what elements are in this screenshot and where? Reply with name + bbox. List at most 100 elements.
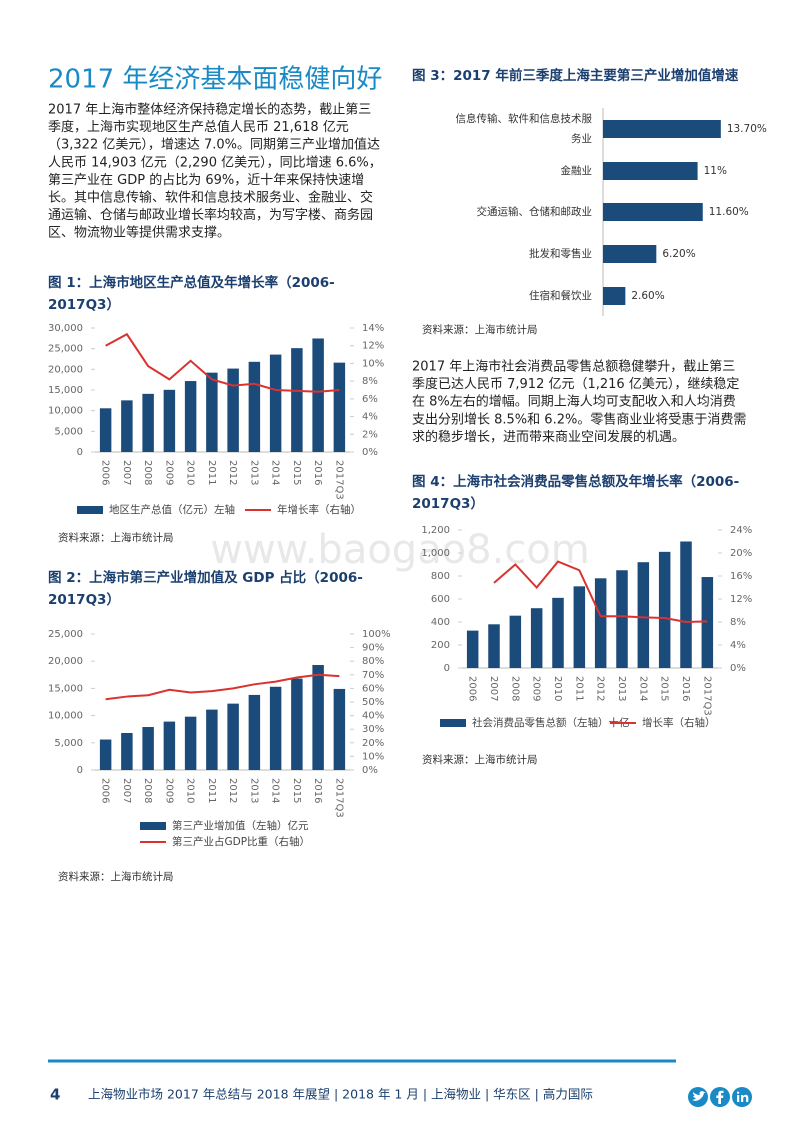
y2-tick-label: 20% — [730, 548, 752, 559]
figure-title: 图 2：上海市第三产业增加值及 GDP 占比（2006- — [48, 569, 363, 586]
y2-tick-label: 12% — [362, 341, 384, 352]
bar — [99, 408, 112, 452]
x-tick-label: 2011 — [206, 778, 217, 803]
x-tick-label: 2006 — [100, 778, 111, 803]
y-tick-label: 20,000 — [48, 656, 83, 667]
bar — [312, 665, 324, 770]
paragraph-line: 支出分别增长 8.5%和 6.2%。零售商业业将受惠于消费需 — [412, 411, 746, 427]
bar — [248, 361, 261, 452]
y-tick-label: 0 — [77, 447, 83, 458]
paragraph-line: 通运输、仓储与邮政业增长率均较高，为写字楼、商务园 — [48, 207, 373, 223]
footer-text: 上海物业市场 2017 年总结与 2018 年展望 | 2018 年 1 月 |… — [88, 1087, 593, 1102]
legend-swatch — [77, 506, 103, 514]
line — [105, 332, 340, 393]
y2-tick-label: 0% — [362, 447, 378, 458]
x-tick-label: 2009 — [163, 778, 174, 803]
y-tick-label: 10,000 — [48, 406, 83, 417]
y2-tick-label: 14% — [362, 323, 384, 334]
x-tick-label: 2010 — [185, 460, 196, 485]
figure-title: 2017Q3） — [412, 496, 484, 512]
y-tick-label: 0 — [77, 765, 83, 776]
y-tick-label: 5,000 — [54, 738, 83, 749]
bar — [99, 739, 112, 770]
category-label: 信息传输、软件和信息技术服 — [456, 112, 593, 125]
bar — [206, 709, 218, 770]
x-tick-label: 2007 — [121, 778, 132, 803]
x-tick-label: 2013 — [248, 778, 259, 803]
bar — [269, 354, 282, 452]
bar — [603, 203, 703, 221]
bar — [227, 703, 239, 770]
category-label: 批发和零售业 — [529, 247, 592, 260]
x-tick-label: 2015 — [291, 460, 302, 485]
bar — [312, 338, 324, 452]
y-tick-label: 15,000 — [48, 683, 83, 694]
x-tick-label: 2011 — [573, 676, 584, 701]
bar — [184, 381, 197, 452]
y2-tick-label: 40% — [362, 711, 384, 722]
legend-label: 第三产业占GDP比重（右轴） — [172, 835, 310, 848]
x-tick-label: 2007 — [121, 460, 132, 485]
paragraph-line: 长。其中信息传输、软件和信息技术服务业、金融业、交 — [48, 190, 373, 206]
x-tick-label: 2012 — [227, 460, 238, 485]
legend-label: 增长率（右轴） — [642, 716, 716, 729]
paragraph-line: 人民币 14,903 亿元（2,290 亿美元），同比增速 6.6%， — [48, 155, 382, 170]
x-tick-label: 2012 — [227, 778, 238, 803]
bar — [658, 551, 671, 668]
x-tick-label: 2016 — [312, 778, 323, 803]
y2-tick-label: 0% — [730, 663, 746, 674]
bar — [206, 372, 218, 452]
y2-tick-label: 2% — [362, 429, 378, 440]
y2-tick-label: 90% — [362, 643, 384, 654]
figure-title: 图 3：2017 年前三季度上海主要第三产业增加值增速 — [412, 67, 739, 84]
bar — [121, 400, 133, 452]
y-tick-label: 200 — [431, 640, 450, 651]
x-tick-label: 2017Q3 — [333, 460, 344, 500]
category-label: 金融业 — [561, 164, 593, 177]
paragraph-line: 季度，上海市实现地区生产总值人民币 21,618 亿元 — [48, 119, 349, 135]
y2-tick-label: 0% — [362, 765, 378, 776]
bar — [701, 577, 714, 668]
paragraph-line: （3,322 亿美元），增速达 7.0%。同期第三产业增加值达 — [48, 137, 380, 153]
y2-tick-label: 4% — [730, 640, 746, 651]
legend-swatch — [440, 719, 466, 727]
x-tick-label: 2015 — [659, 676, 670, 701]
paragraph-line: 季度已达人民币 7,912 亿元（1,216 亿美元），继续稳定 — [412, 376, 739, 392]
facebook-glyph — [716, 1090, 724, 1104]
bar — [466, 630, 479, 668]
value-label: 11% — [704, 165, 727, 177]
x-tick-label: 2017Q3 — [333, 778, 344, 818]
bar — [184, 716, 197, 770]
legend-label: 地区生产总值（亿元）左轴 — [109, 503, 235, 516]
y2-tick-label: 80% — [362, 656, 384, 667]
bar — [603, 245, 657, 263]
bar — [616, 570, 628, 668]
paragraph-line: 区、物流物业等提供需求支撑。 — [48, 225, 230, 241]
paragraph-line: 第三产业在 GDP 的占比为 69%，近十年来保持快速增 — [48, 172, 364, 188]
bar — [227, 368, 239, 452]
figure-title: 图 1：上海市地区生产总值及年增长率（2006- — [48, 274, 335, 291]
y2-tick-label: 50% — [362, 697, 384, 708]
x-tick-label: 2010 — [552, 676, 563, 701]
value-label: 6.20% — [662, 248, 695, 260]
x-tick-label: 2008 — [142, 778, 153, 803]
bar — [488, 624, 500, 668]
bar — [680, 541, 692, 668]
bar — [121, 733, 133, 770]
y2-tick-label: 100% — [362, 629, 391, 640]
bar — [530, 608, 543, 668]
x-tick-label: 2006 — [100, 460, 111, 485]
line — [493, 560, 708, 624]
y-tick-label: 400 — [431, 617, 450, 628]
y-tick-label: 600 — [431, 594, 450, 605]
bar — [142, 727, 154, 770]
x-tick-label: 2014 — [270, 460, 281, 485]
y-tick-label: 10,000 — [48, 711, 83, 722]
bar — [573, 586, 586, 668]
y2-tick-label: 8% — [730, 617, 746, 628]
value-label: 2.60% — [631, 290, 664, 302]
bar — [333, 688, 346, 770]
bar — [603, 287, 626, 305]
x-tick-label: 2015 — [291, 778, 302, 803]
y-tick-label: 5,000 — [54, 426, 83, 437]
